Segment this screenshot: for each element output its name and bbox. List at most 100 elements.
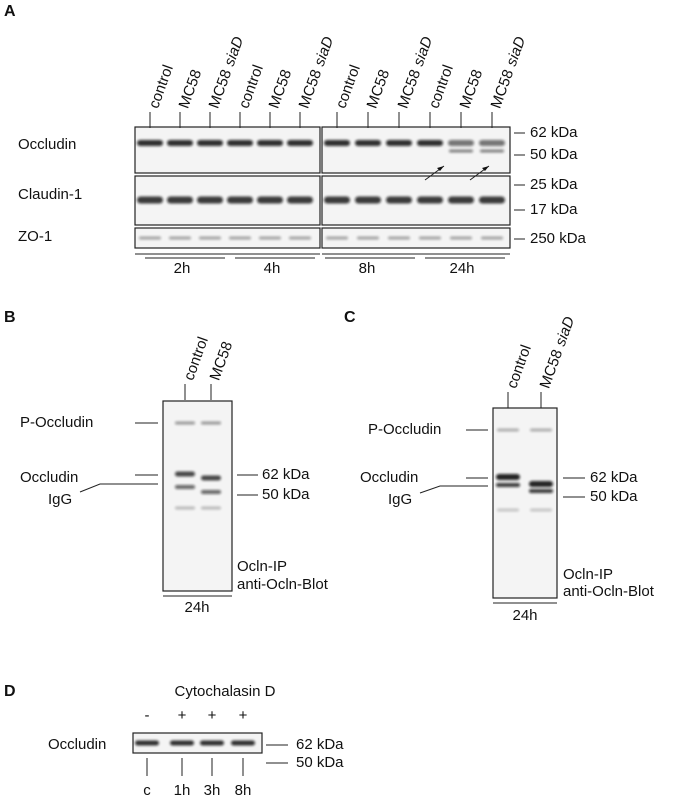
marker: 62 kDa — [590, 469, 638, 486]
lane-text: MC58 — [457, 67, 487, 110]
band — [497, 428, 519, 432]
row-label: ZO-1 — [18, 228, 52, 245]
time-label: 8h — [359, 260, 376, 277]
band — [287, 140, 313, 146]
lane-italic: siaD — [311, 34, 337, 68]
band — [137, 196, 163, 204]
band — [479, 140, 505, 146]
sign: - — [145, 707, 150, 724]
row-label: Occludin — [48, 736, 106, 753]
marker: 50 kDa — [296, 754, 344, 771]
panel-label: A — [4, 3, 16, 20]
lane-text: MC58 — [395, 67, 425, 110]
lane-text: control — [333, 63, 364, 111]
band — [417, 196, 443, 204]
row-label: Occludin — [18, 136, 76, 153]
band — [448, 140, 474, 146]
marker: 62 kDa — [262, 466, 310, 483]
band — [388, 236, 410, 240]
band — [324, 196, 350, 204]
band — [386, 140, 412, 146]
band — [175, 506, 195, 510]
time-label: 8h — [235, 782, 252, 799]
band — [324, 140, 350, 146]
lane-text: MC58 — [266, 67, 296, 110]
band — [480, 149, 504, 153]
marker-ticks — [266, 744, 288, 764]
row-label: Claudin-1 — [18, 186, 82, 203]
band — [530, 428, 552, 432]
time-label: 24h — [184, 599, 209, 616]
panel-label: B — [4, 309, 16, 326]
marker: 250 kDa — [530, 230, 587, 247]
left-label: P-Occludin — [20, 414, 93, 431]
band — [167, 196, 193, 204]
note: anti-Ocln-Blot — [563, 583, 655, 600]
lane-text: MC58 — [207, 339, 237, 382]
sign: + — [178, 707, 187, 724]
blot — [132, 732, 263, 754]
band — [197, 196, 223, 204]
band — [529, 489, 553, 493]
lane-text: control — [236, 63, 267, 111]
blot — [492, 407, 558, 599]
marker: 62 kDa — [530, 124, 578, 141]
band — [201, 506, 221, 510]
band — [529, 481, 553, 487]
band — [259, 236, 281, 240]
time-label: 4h — [264, 260, 281, 277]
band — [257, 196, 283, 204]
band — [257, 140, 283, 146]
lane-label: MC58 — [364, 67, 394, 110]
note: anti-Ocln-Blot — [237, 576, 329, 593]
panel-label: D — [4, 683, 16, 700]
left-label: IgG — [388, 491, 412, 508]
left-label: IgG — [48, 491, 72, 508]
treatment: Cytochalasin D — [175, 683, 276, 700]
band — [496, 483, 520, 487]
band — [227, 196, 253, 204]
band — [450, 236, 472, 240]
band — [357, 236, 379, 240]
lane-label: MC58 — [457, 67, 487, 110]
lane-text: MC58 — [488, 67, 518, 110]
band — [448, 196, 474, 204]
band — [355, 140, 381, 146]
guides — [79, 422, 258, 597]
left-label: Occludin — [360, 469, 418, 486]
lane-italic: siaD — [552, 314, 578, 348]
note: Ocln-IP — [237, 558, 287, 575]
time-label: 2h — [174, 260, 191, 277]
lane-label: MC58 — [176, 67, 206, 110]
lane-label: MC58 — [266, 67, 296, 110]
lane-label: control — [333, 63, 364, 111]
marker: 50 kDa — [262, 486, 310, 503]
band — [449, 149, 473, 153]
marker: 50 kDa — [590, 488, 638, 505]
time-label: c — [143, 782, 151, 799]
guides — [419, 429, 585, 604]
band — [201, 490, 221, 494]
blot — [321, 175, 511, 226]
band — [355, 196, 381, 204]
band — [201, 421, 221, 425]
lane-label: control — [146, 63, 177, 111]
lane-label: control — [504, 343, 535, 391]
blot — [321, 126, 511, 174]
band — [200, 740, 224, 746]
blot — [134, 126, 321, 174]
time-label: 24h — [449, 260, 474, 277]
lane-text: MC58 — [176, 67, 206, 110]
time-bars — [135, 253, 510, 259]
marker: 17 kDa — [530, 201, 578, 218]
blot — [134, 227, 321, 249]
lane-text: control — [504, 343, 535, 391]
left-label: P-Occludin — [368, 421, 441, 438]
lane-text: control — [146, 63, 177, 111]
time-label: 1h — [174, 782, 191, 799]
band — [419, 236, 441, 240]
sign: + — [239, 707, 248, 724]
lane-italic: siaD — [503, 34, 529, 68]
sign: + — [208, 707, 217, 724]
band — [231, 740, 255, 746]
